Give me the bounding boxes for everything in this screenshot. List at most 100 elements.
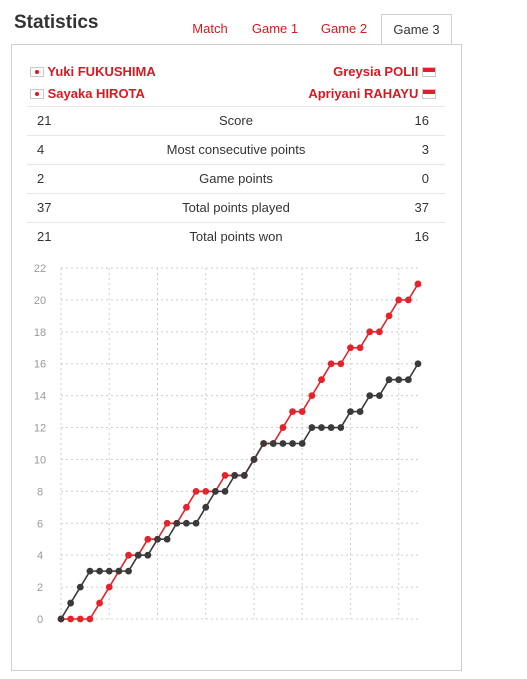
series-1-point [202,487,210,495]
series-2-point [308,424,316,431]
japan-flag-icon [30,89,44,99]
series-2-point [67,599,75,607]
series-2-point [154,535,161,543]
series-2-point [76,583,84,591]
series-2-point [298,440,306,447]
tab-game-2[interactable]: Game 2 [320,21,368,36]
series-1-point [337,360,345,368]
series-2-point [221,487,229,495]
stat-row-consecutive: 4 Most consecutive points 3 [27,135,445,164]
stat-left-value: 2 [37,171,45,186]
stat-label: Score [219,113,253,128]
series-2-point [86,567,94,575]
left-player-2[interactable]: Sayaka HIROTA [30,86,145,101]
series-2-point [366,392,374,400]
series-1-point [67,615,75,623]
stat-right-value: 3 [421,142,429,157]
series-2-point [115,567,123,575]
series-1-point [366,328,374,336]
series-1-point [347,344,354,352]
y-tick-label: 8 [37,486,43,498]
series-1-point [96,599,103,607]
score-progression-chart: 0 2 4 6 8 10 12 14 16 18 20 22 [34,263,422,626]
series-1-point [327,360,335,368]
stat-label: Most consecutive points [166,142,306,157]
series-2-point [144,551,152,559]
series-1-point [356,344,364,352]
series-1-point [308,392,316,400]
series-2-point [125,567,132,575]
stat-row-game-points: 2 Game points 0 [27,164,445,193]
japan-flag-icon [30,67,44,77]
series-2-point [327,424,335,431]
tab-match[interactable]: Match [192,21,228,36]
series-2-point [414,360,422,368]
series-1-point [279,424,287,431]
series-line-1 [61,283,419,620]
series-1-point [414,280,422,288]
series-1-point [183,503,190,511]
page-title: Statistics [14,12,99,33]
series-2-point [395,376,403,384]
series-2-point [105,567,113,575]
y-tick-label: 14 [34,391,46,403]
right-player-1[interactable]: Greysia POLII [333,64,436,79]
series-1-point [192,487,200,495]
right-player-2-name: Apriyani RAHAYU [308,86,419,101]
series-2-point [57,615,65,623]
series-2-point [240,472,248,479]
series-2-point [134,551,142,559]
stat-label: Total points won [189,229,283,244]
series-2-point [289,440,296,447]
right-player-2[interactable]: Apriyani RAHAYU [308,86,436,101]
series-2-point [318,424,325,431]
series-1-point [395,296,403,304]
stat-right-value: 16 [414,229,429,244]
series-2-point [183,519,190,527]
series-2-point [356,408,364,415]
y-tick-label: 6 [37,518,43,530]
series-1-point [76,615,84,623]
stat-label: Game points [199,171,273,186]
series-1-point [105,583,113,591]
series-1-point [385,312,393,320]
series-2-point [163,535,171,543]
stat-right-value: 16 [414,113,429,128]
series-2-point [192,519,200,527]
series-2-point [376,392,383,400]
game-tabs: Match Game 1 Game 2 Game 3 [0,14,527,45]
series-2-point [269,440,277,447]
stat-row-points-won: 21 Total points won 16 [27,222,445,251]
series-2-point [347,408,354,415]
indonesia-flag-icon [422,67,436,77]
series-1-point [221,472,229,479]
left-player-1-name: Yuki FUKUSHIMA [47,64,156,79]
series-1-point [376,328,383,336]
series-2-point [279,440,287,447]
left-player-1[interactable]: Yuki FUKUSHIMA [30,64,156,79]
series-1-point [318,376,325,384]
right-player-1-name: Greysia POLII [333,64,419,79]
series-2-point [404,376,412,384]
series-2-point [96,567,103,575]
tab-game-1[interactable]: Game 1 [251,21,299,36]
y-tick-label: 20 [34,295,46,307]
tab-game-3[interactable]: Game 3 [381,14,452,45]
series-1-point [144,535,152,543]
y-tick-label: 18 [34,327,46,339]
y-tick-label: 12 [34,423,46,435]
series-1-point [404,296,412,304]
y-tick-label: 2 [37,582,43,594]
series-2-point [250,456,258,463]
series-2-point [211,487,219,495]
series-2-point [337,424,345,431]
series-2-point [231,472,239,479]
left-player-2-name: Sayaka HIROTA [47,86,145,101]
stat-right-value: 37 [414,200,429,215]
indonesia-flag-icon [422,89,436,99]
stat-left-value: 21 [37,229,52,244]
series-2-point [260,440,268,447]
y-tick-label: 0 [37,614,43,626]
series-1-point [289,408,296,415]
y-tick-label: 4 [37,550,43,562]
